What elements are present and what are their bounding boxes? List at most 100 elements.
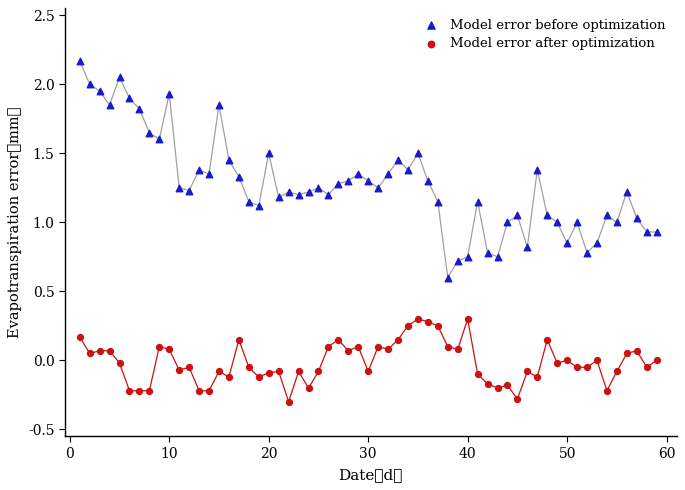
Model error after optimization	[144, 387, 155, 394]
Model error before optimization	[243, 197, 254, 205]
Model error before optimization	[542, 212, 553, 220]
Model error before optimization	[184, 187, 195, 195]
Model error before optimization	[124, 94, 135, 102]
Model error after optimization	[323, 343, 334, 350]
Model error after optimization	[283, 398, 294, 406]
Model error before optimization	[223, 156, 234, 164]
Model error after optimization	[403, 322, 414, 330]
X-axis label: Date（d）: Date（d）	[338, 467, 403, 482]
Model error after optimization	[174, 366, 185, 374]
Model error after optimization	[532, 373, 543, 381]
Model error after optimization	[423, 318, 434, 326]
Model error before optimization	[601, 212, 612, 220]
Model error after optimization	[412, 315, 423, 323]
Legend: Model error before optimization, Model error after optimization: Model error before optimization, Model e…	[414, 15, 670, 54]
Model error after optimization	[601, 387, 612, 394]
Model error after optimization	[353, 343, 364, 350]
Model error before optimization	[373, 184, 384, 192]
Model error before optimization	[621, 188, 632, 196]
Model error before optimization	[164, 90, 175, 98]
Model error after optimization	[303, 384, 314, 392]
Model error after optimization	[94, 347, 105, 355]
Model error after optimization	[214, 368, 225, 375]
Model error before optimization	[323, 191, 334, 198]
Model error after optimization	[243, 364, 254, 371]
Model error before optimization	[203, 170, 214, 178]
Model error after optimization	[363, 368, 374, 375]
Model error before optimization	[502, 219, 513, 226]
Model error after optimization	[542, 336, 553, 343]
Model error before optimization	[363, 177, 374, 185]
Model error after optimization	[612, 368, 623, 375]
Model error after optimization	[462, 315, 473, 323]
Model error before optimization	[591, 239, 602, 247]
Model error before optimization	[512, 212, 523, 220]
Model error after optimization	[443, 343, 453, 350]
Model error before optimization	[393, 156, 403, 164]
Model error after optimization	[114, 359, 125, 367]
Model error before optimization	[303, 188, 314, 196]
Model error after optimization	[632, 347, 643, 355]
Model error before optimization	[472, 197, 483, 205]
Model error before optimization	[452, 257, 463, 265]
Model error before optimization	[432, 197, 443, 205]
Model error before optimization	[582, 249, 593, 257]
Model error after optimization	[184, 364, 195, 371]
Model error before optimization	[443, 273, 453, 281]
Model error before optimization	[174, 184, 185, 192]
Model error after optimization	[452, 345, 463, 353]
Model error after optimization	[293, 368, 304, 375]
Model error after optimization	[512, 395, 523, 403]
Model error before optimization	[551, 219, 562, 226]
Model error before optimization	[104, 101, 115, 109]
Model error after optimization	[223, 373, 234, 381]
Model error before optimization	[154, 136, 165, 144]
Model error after optimization	[263, 369, 274, 377]
Model error before optimization	[84, 80, 95, 88]
Model error after optimization	[383, 345, 394, 353]
Model error before optimization	[403, 166, 414, 174]
Model error before optimization	[612, 219, 623, 226]
Model error before optimization	[134, 105, 145, 113]
Model error after optimization	[253, 373, 264, 381]
Model error after optimization	[104, 347, 115, 355]
Model error after optimization	[393, 336, 403, 343]
Model error before optimization	[651, 228, 662, 236]
Model error before optimization	[333, 180, 344, 188]
Model error before optimization	[214, 101, 225, 109]
Model error after optimization	[621, 349, 632, 357]
Model error before optimization	[144, 129, 155, 137]
Model error before optimization	[412, 149, 423, 157]
Model error before optimization	[253, 202, 264, 210]
Model error before optimization	[94, 87, 105, 95]
Model error before optimization	[641, 228, 652, 236]
Model error after optimization	[641, 364, 652, 371]
Model error before optimization	[571, 219, 582, 226]
Model error before optimization	[532, 166, 543, 174]
Model error after optimization	[492, 384, 503, 392]
Model error after optimization	[651, 356, 662, 364]
Model error after optimization	[74, 333, 85, 341]
Model error after optimization	[432, 322, 443, 330]
Model error after optimization	[591, 356, 602, 364]
Model error before optimization	[283, 188, 294, 196]
Model error before optimization	[383, 170, 394, 178]
Model error after optimization	[472, 370, 483, 378]
Model error after optimization	[522, 368, 533, 375]
Model error after optimization	[313, 368, 324, 375]
Model error before optimization	[522, 243, 533, 251]
Model error before optimization	[492, 253, 503, 261]
Model error before optimization	[234, 173, 245, 181]
Model error before optimization	[482, 249, 493, 257]
Model error before optimization	[114, 74, 125, 81]
Model error after optimization	[373, 343, 384, 350]
Model error before optimization	[194, 166, 205, 174]
Model error after optimization	[134, 387, 145, 394]
Model error before optimization	[562, 239, 573, 247]
Model error after optimization	[333, 336, 344, 343]
Model error after optimization	[342, 347, 353, 355]
Model error before optimization	[462, 253, 473, 261]
Model error after optimization	[502, 381, 513, 389]
Model error before optimization	[632, 214, 643, 222]
Model error after optimization	[562, 356, 573, 364]
